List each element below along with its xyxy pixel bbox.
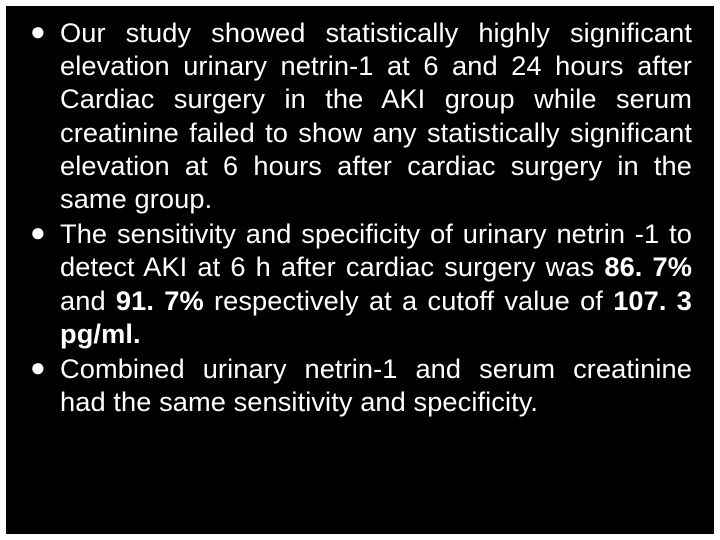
list-item: Combined urinary netrin-1 and serum crea… (28, 352, 692, 418)
list-item: Our study showed statistically highly si… (28, 16, 692, 215)
list-item: The sensitivity and specificity of urina… (28, 217, 692, 350)
bullet-text: Our study showed statistically highly si… (60, 17, 692, 214)
bullet-text-part: respectively at a cutoff value of (204, 285, 613, 316)
bullet-text: Combined urinary netrin-1 and serum crea… (60, 353, 692, 417)
slide-content: Our study showed statistically highly si… (6, 6, 714, 534)
bullet-bold-value: 91. 7% (116, 285, 204, 316)
bullet-list: Our study showed statistically highly si… (28, 16, 692, 418)
bullet-text-part: The sensitivity and specificity of urina… (60, 218, 692, 282)
slide-outer: Our study showed statistically highly si… (0, 0, 720, 540)
bullet-text-part: and (60, 285, 116, 316)
bullet-bold-value: 86. 7% (604, 251, 692, 282)
